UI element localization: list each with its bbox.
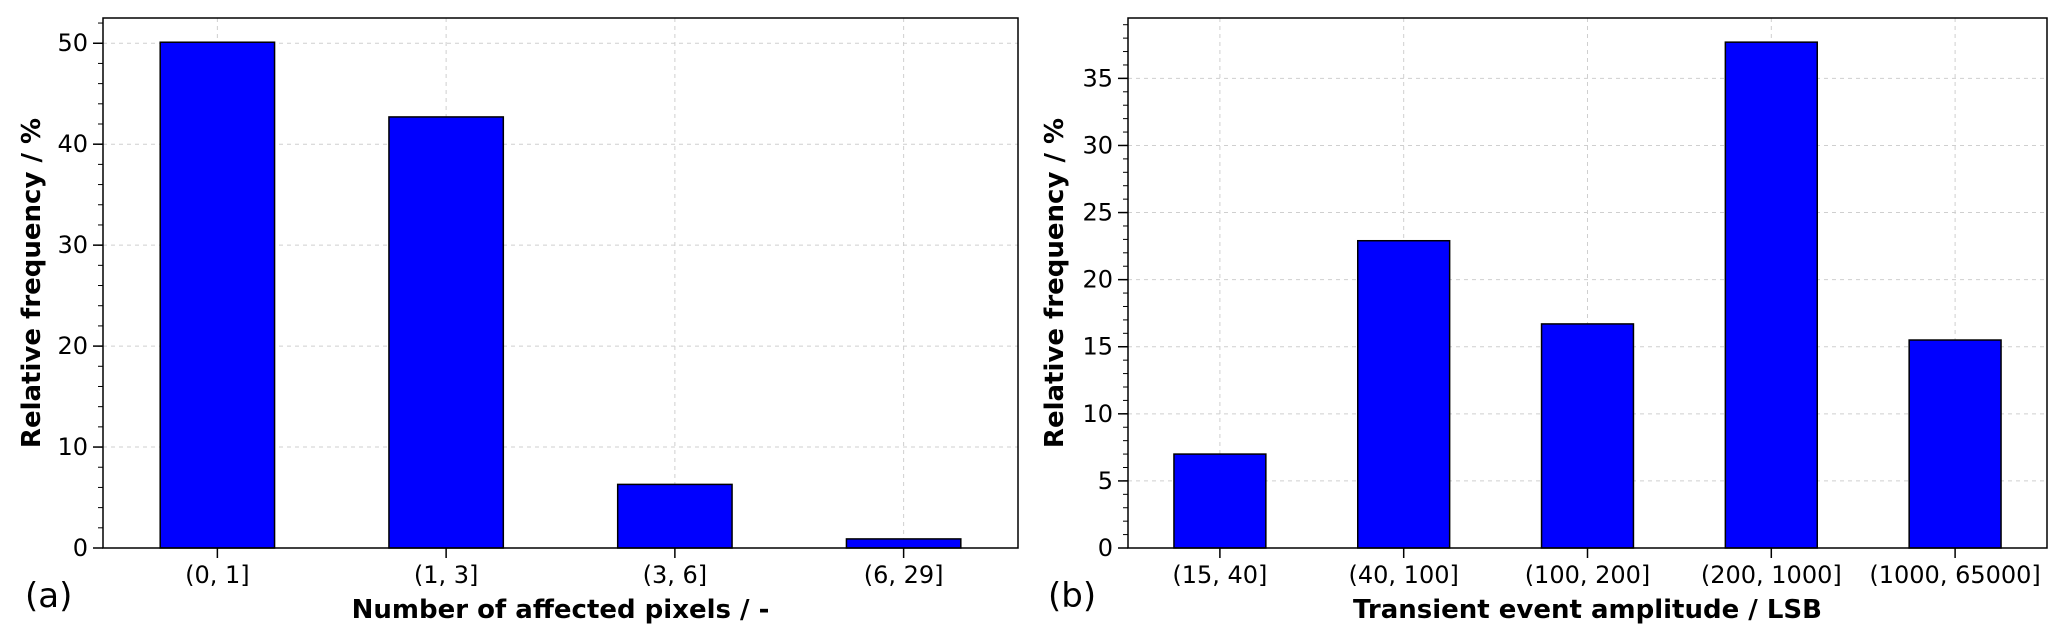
- y-tick-label: 30: [57, 231, 88, 259]
- bar: [1724, 41, 1818, 549]
- chart-a: 0 10 20 30 40 50 (0, 1] (1, 3] (3, 6] (6, 29] Numb…: [17, 17, 1019, 625]
- y-tick-label: 15: [1082, 333, 1113, 361]
- panel-label: (b): [1048, 576, 1096, 616]
- bar: [1357, 239, 1451, 549]
- x-tick-label: (1000, 65000]: [1869, 561, 2040, 589]
- bar: [1173, 453, 1267, 549]
- bar: [159, 41, 276, 549]
- y-tick-label: 50: [57, 29, 88, 57]
- x-tick-label: (40, 100]: [1349, 561, 1459, 589]
- x-tick-label: (15, 40]: [1172, 561, 1267, 589]
- y-axis-label: Relative frequency / %: [1040, 118, 1070, 448]
- y-tick-label: 10: [57, 433, 88, 461]
- bar: [388, 116, 505, 549]
- y-tick-label: 40: [57, 130, 88, 158]
- bar: [845, 538, 962, 549]
- bar: [616, 483, 733, 549]
- y-tick-label: 35: [1082, 64, 1113, 92]
- y-tick-label: 5: [1098, 467, 1113, 495]
- bar: [1908, 339, 2002, 549]
- y-tick-label: 0: [1098, 534, 1113, 562]
- y-tick-label: 0: [73, 534, 88, 562]
- y-tick-label: 20: [57, 332, 88, 360]
- x-axis-label: Transient event amplitude / LSB: [1353, 595, 1822, 625]
- x-tick-label: (3, 6]: [643, 561, 708, 589]
- y-tick-label: 30: [1082, 131, 1113, 159]
- x-tick-label: (1, 3]: [414, 561, 479, 589]
- panel-label: (a): [25, 576, 72, 616]
- plot-frame: [102, 17, 1019, 549]
- chart-b: 0 5 10 15 20 25 30 35 (15, 40] (40, 100] (100, 200…: [1040, 17, 2048, 625]
- x-axis-label: Number of affected pixels / -: [352, 595, 770, 625]
- x-tick-label: (200, 1000]: [1701, 561, 1842, 589]
- bar: [1540, 323, 1635, 549]
- x-tick-label: (6, 29]: [864, 561, 944, 589]
- x-tick-label: (0, 1]: [185, 561, 250, 589]
- x-tick-label: (100, 200]: [1525, 561, 1651, 589]
- y-tick-label: 25: [1082, 199, 1113, 227]
- y-axis-label: Relative frequency / %: [17, 118, 47, 448]
- y-tick-label: 10: [1082, 400, 1113, 428]
- y-tick-label: 20: [1082, 266, 1113, 294]
